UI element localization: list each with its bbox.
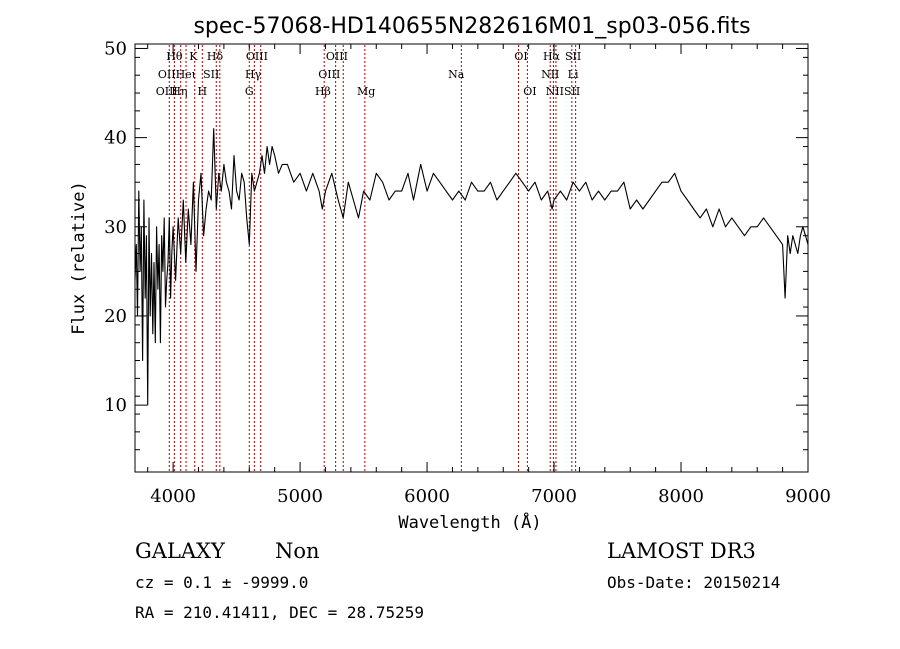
line-label-16: OIII <box>156 85 178 98</box>
line-label-23: NIISII <box>546 85 581 98</box>
line-label-3: OIII <box>246 50 268 63</box>
object-class: GALAXY <box>135 539 226 563</box>
spectrum-line-group <box>134 128 809 406</box>
line-label-15: Li <box>568 68 579 81</box>
y-tick-label-30: 30 <box>104 217 127 238</box>
spectrum-line-0 <box>134 128 809 406</box>
x-tick-label-5000: 5000 <box>277 486 323 507</box>
line-label-9: Heι <box>176 68 196 81</box>
redshift-cz: cz = 0.1 ± -9999.0 <box>135 573 308 592</box>
line-label-20: Hβ <box>315 85 331 98</box>
line-label-2: Hδ <box>207 50 224 63</box>
x-tick-label-7000: 7000 <box>531 486 577 507</box>
line-markers <box>168 45 577 471</box>
y-tick-label-20: 20 <box>104 306 127 327</box>
object-subclass: Non <box>275 539 320 563</box>
line-label-19: G <box>245 85 254 98</box>
line-label-7: SII <box>565 50 581 63</box>
line-label-0: Hθ <box>166 50 183 63</box>
line-label-6: Hα <box>543 50 561 63</box>
x-tick-label-6000: 6000 <box>404 486 450 507</box>
y-tick-label-40: 40 <box>104 128 127 149</box>
line-label-21: Mg <box>357 85 375 98</box>
y-axis-title: Flux (relative) <box>69 181 89 335</box>
line-labels: Hθ K Hδ OIII OIII OI Hα SII OII Heι SII Hγ OIII Na NII… <box>156 50 581 98</box>
survey-name: LAMOST DR3 <box>607 539 756 563</box>
x-tick-label-8000: 8000 <box>658 486 704 507</box>
x-tick-label-4000: 4000 <box>150 486 196 507</box>
line-label-12: OIII <box>318 68 340 81</box>
line-label-8: OII <box>158 68 176 81</box>
line-label-22: OI <box>523 85 536 98</box>
x-axis-title: Wavelength (Å) <box>398 511 541 533</box>
line-label-13: Na <box>448 68 465 81</box>
y-tick-label-50: 50 <box>104 38 127 59</box>
obs-date: Obs-Date: 20150214 <box>607 573 780 592</box>
line-label-17: Hη <box>171 85 187 98</box>
x-tick-label-9000: 9000 <box>785 486 831 507</box>
y-tick-label-10: 10 <box>104 395 127 416</box>
ra-dec: RA = 210.41411, DEC = 28.75259 <box>135 603 424 622</box>
line-label-4: OIII <box>326 50 348 63</box>
line-label-14: NII <box>541 68 559 81</box>
line-label-18: H <box>198 85 208 98</box>
line-label-5: OI <box>514 50 527 63</box>
line-label-11: Hγ <box>245 68 262 81</box>
line-label-1: K <box>189 50 198 63</box>
chart-title: spec-57068-HD140655N282616M01_sp03-056.f… <box>193 14 750 39</box>
axis-ticks: 4000 5000 6000 7000 8000 9000 10 20 30 40 50 <box>104 38 831 507</box>
plot-frame <box>134 43 809 473</box>
line-label-10: SII <box>203 68 219 81</box>
